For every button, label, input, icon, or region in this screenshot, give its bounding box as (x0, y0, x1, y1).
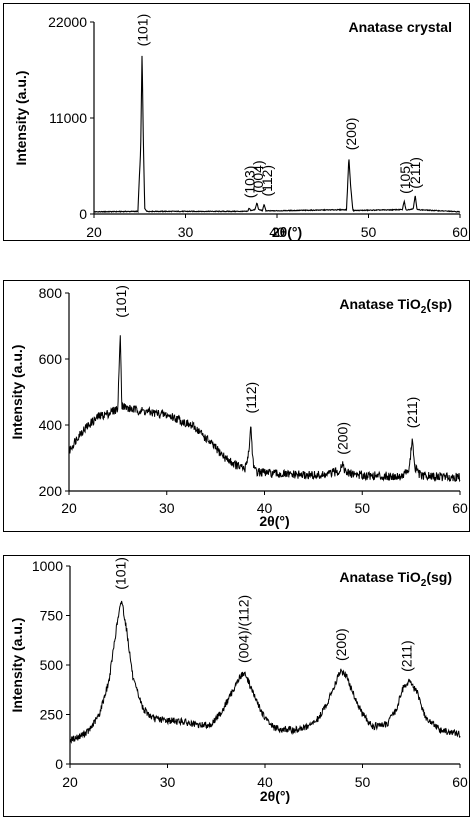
peak-label: (200) (335, 422, 351, 455)
series-line (69, 600, 461, 744)
y-tick-label: 750 (40, 608, 64, 624)
chart-panel-anatase-crystal: 0 11000 22000 20 30 40 50 60 Intensity (a.u.) 2θ(… (3, 3, 470, 241)
peak-label: (101) (113, 285, 129, 318)
peak-label: (103) (242, 166, 258, 199)
x-tick-label: 60 (452, 774, 468, 790)
x-axis-label: 2θ(°) (260, 788, 290, 804)
x-tick-label: 60 (452, 500, 468, 516)
peak-label: (211) (407, 157, 423, 189)
x-tick-label: 40 (257, 774, 273, 790)
x-axis-label: 2θ(°) (272, 224, 302, 240)
chart-anatase-tio2-sg: 0 250 500 750 1000 20 30 40 50 60 Intensity (a.u.)… (9, 557, 468, 804)
chart-panel-anatase-tio2-sp: 200 400 600 800 20 30 40 50 60 Intensity (a.u.) 2θ… (3, 280, 470, 532)
x-tick-label: 20 (62, 774, 78, 790)
y-axis-label: Intensity (a.u.) (9, 618, 25, 713)
y-tick-label: 22000 (48, 14, 87, 30)
y-tick-label: 1000 (32, 558, 63, 574)
x-tick-label: 40 (269, 224, 285, 240)
y-tick-label: 0 (55, 756, 63, 772)
chart-title: Anatase TiO2(sp) (339, 296, 452, 316)
peak-label: (105) (397, 161, 413, 194)
y-axis-label: Intensity (a.u.) (13, 71, 29, 166)
peak-label: (200) (333, 628, 349, 661)
peak-label: (112) (243, 382, 259, 414)
x-tick-label: 60 (452, 224, 468, 240)
y-tick-label: 400 (39, 417, 63, 433)
series-line (68, 335, 461, 483)
x-tick-label: 40 (257, 500, 273, 516)
series-line (93, 55, 461, 214)
peak-label: (101) (134, 14, 150, 47)
y-tick-label: 200 (39, 483, 63, 499)
peak-label: (112) (259, 165, 275, 197)
x-tick-label: 50 (355, 774, 371, 790)
y-tick-label: 500 (40, 657, 64, 673)
x-tick-label: 50 (361, 224, 377, 240)
x-tick-label: 50 (354, 500, 370, 516)
x-tick-label: 30 (178, 224, 194, 240)
peak-label: (004) (250, 160, 266, 193)
x-tick-label: 20 (61, 500, 77, 516)
chart-title: Anatase crystal (348, 19, 452, 35)
y-tick-label: 800 (39, 285, 63, 301)
y-axis-label: Intensity (a.u.) (9, 345, 25, 440)
peak-label: (211) (398, 640, 414, 672)
chart-anatase-tio2-sp: 200 400 600 800 20 30 40 50 60 Intensity (a.u.) 2θ… (9, 285, 468, 529)
peak-label: (004)/(112) (236, 595, 252, 663)
chart-anatase-crystal: 0 11000 22000 20 30 40 50 60 Intensity (a.u.) 2θ(… (13, 14, 468, 240)
chart-panel-anatase-tio2-sg: 0 250 500 750 1000 20 30 40 50 60 Intensity (a.u.)… (3, 555, 470, 817)
peak-label: (200) (343, 118, 359, 151)
y-tick-label: 0 (79, 206, 87, 222)
x-tick-label: 30 (159, 500, 175, 516)
x-tick-label: 30 (160, 774, 176, 790)
y-tick-label: 250 (40, 707, 64, 723)
x-tick-label: 20 (86, 224, 102, 240)
peak-label: (101) (113, 557, 129, 590)
y-tick-label: 11000 (49, 110, 87, 126)
y-tick-label: 600 (39, 351, 63, 367)
chart-title: Anatase TiO2(sg) (339, 569, 452, 589)
peak-label: (211) (404, 397, 420, 429)
x-axis-label: 2θ(°) (259, 513, 289, 529)
